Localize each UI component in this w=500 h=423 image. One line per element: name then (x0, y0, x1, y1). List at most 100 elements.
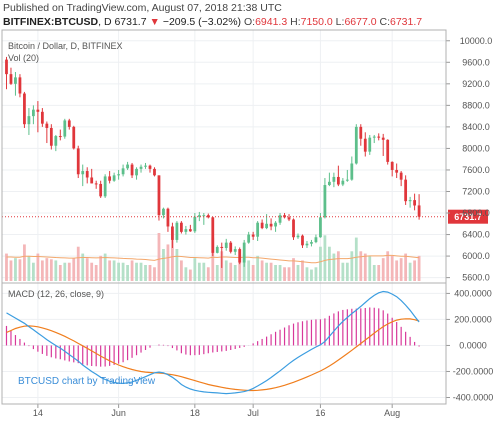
candle-body[interactable] (162, 208, 165, 216)
candle-body[interactable] (417, 205, 421, 217)
candle-body[interactable] (269, 223, 273, 227)
candle-body[interactable] (229, 242, 233, 252)
candle-body[interactable] (171, 226, 174, 240)
volume-bar (108, 260, 112, 281)
candle-body[interactable] (301, 235, 304, 246)
candle-body[interactable] (36, 109, 40, 112)
candle-body[interactable] (305, 243, 309, 246)
candle-body[interactable] (90, 177, 94, 184)
candle-body[interactable] (314, 237, 318, 243)
candle-body[interactable] (175, 222, 179, 240)
candle-body[interactable] (18, 77, 22, 94)
candle-body[interactable] (341, 180, 345, 185)
candle-body[interactable] (130, 164, 134, 176)
candle-body[interactable] (63, 120, 67, 137)
volume-bar (381, 258, 385, 281)
change: −209.5 (−3.02%) (162, 16, 242, 28)
candle-body[interactable] (9, 74, 13, 84)
candle-body[interactable] (157, 175, 161, 216)
candle-body[interactable] (233, 249, 237, 252)
candle-body[interactable] (85, 171, 89, 178)
candle-body[interactable] (197, 215, 201, 217)
candle-body[interactable] (76, 148, 80, 175)
candle-body[interactable] (135, 168, 138, 176)
candle-body[interactable] (112, 175, 116, 181)
candle-body[interactable] (368, 137, 372, 152)
candle-body[interactable] (278, 215, 282, 223)
candle-body[interactable] (215, 246, 219, 253)
candle-body[interactable] (336, 176, 340, 185)
candle-body[interactable] (408, 200, 412, 202)
candle-body[interactable] (413, 200, 416, 206)
candlesticks[interactable] (5, 56, 421, 268)
candle-body[interactable] (202, 215, 206, 217)
candle-body[interactable] (224, 242, 228, 249)
candle-body[interactable] (359, 126, 363, 139)
candle-body[interactable] (121, 168, 125, 175)
candle-body[interactable] (14, 77, 17, 84)
candle-body[interactable] (67, 120, 71, 127)
candle-body[interactable] (49, 127, 53, 146)
candle-body[interactable] (265, 223, 268, 229)
candle-body[interactable] (328, 181, 331, 186)
candle-body[interactable] (40, 111, 44, 124)
volume-bar (399, 258, 403, 281)
candle-body[interactable] (206, 215, 210, 218)
candle-body[interactable] (395, 169, 399, 173)
candle-body[interactable] (153, 168, 156, 176)
candle-body[interactable] (180, 222, 183, 232)
candle-body[interactable] (247, 234, 251, 243)
candle-body[interactable] (184, 229, 188, 232)
candle-body[interactable] (188, 229, 192, 232)
candle-body[interactable] (381, 137, 385, 140)
candle-body[interactable] (193, 216, 197, 232)
candle-body[interactable] (242, 242, 246, 263)
candle-body[interactable] (292, 219, 295, 238)
candle-body[interactable] (148, 165, 152, 169)
candle-body[interactable] (377, 136, 381, 138)
candle-body[interactable] (332, 176, 336, 182)
candle-body[interactable] (126, 164, 129, 169)
candle-body[interactable] (354, 126, 358, 164)
candle-body[interactable] (99, 183, 103, 197)
candle-body[interactable] (386, 139, 390, 162)
candle-body[interactable] (144, 165, 147, 167)
price-tick-label: 6400.0 (462, 230, 490, 240)
candle-body[interactable] (108, 176, 112, 181)
candle-body[interactable] (139, 166, 143, 169)
candle-body[interactable] (251, 234, 255, 237)
candle-body[interactable] (23, 93, 26, 125)
candle-body[interactable] (166, 208, 170, 227)
candle-body[interactable] (296, 235, 300, 238)
candle-body[interactable] (372, 136, 376, 138)
candle-body[interactable] (103, 176, 107, 197)
candle-body[interactable] (5, 59, 8, 75)
candle-body[interactable] (350, 163, 354, 180)
candle-body[interactable] (310, 242, 313, 244)
candle-body[interactable] (58, 136, 62, 138)
candle-body[interactable] (54, 136, 58, 146)
candle-body[interactable] (72, 126, 76, 149)
candle-body[interactable] (220, 246, 224, 249)
candle-body[interactable] (404, 179, 408, 202)
candle-body[interactable] (363, 138, 367, 152)
candle-body[interactable] (399, 172, 403, 180)
candle-body[interactable] (319, 217, 322, 238)
candle-body[interactable] (81, 171, 85, 175)
candle-body[interactable] (32, 109, 35, 117)
candle-body[interactable] (117, 174, 120, 176)
candle-body[interactable] (211, 217, 215, 253)
candle-body[interactable] (94, 183, 98, 185)
candle-body[interactable] (256, 222, 260, 237)
candle-body[interactable] (323, 185, 327, 218)
candle-body[interactable] (260, 222, 264, 229)
candle-body[interactable] (390, 161, 394, 170)
candle-body[interactable] (345, 179, 349, 181)
price-panel-title: Bitcoin / Dollar, D, BITFINEX (8, 41, 123, 51)
candle-body[interactable] (287, 217, 291, 220)
candle-body[interactable] (238, 249, 242, 263)
candle-body[interactable] (45, 123, 49, 128)
candle-body[interactable] (27, 116, 31, 125)
candle-body[interactable] (274, 222, 277, 227)
